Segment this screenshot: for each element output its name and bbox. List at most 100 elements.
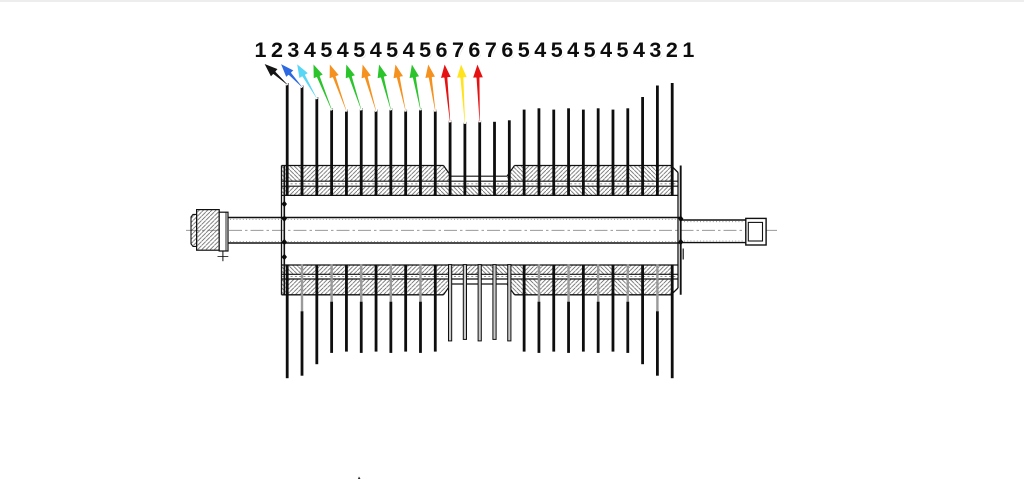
bottom-pin [656, 311, 659, 376]
pin-number-shadow: 5 [388, 39, 400, 63]
endplate-bolt [678, 238, 684, 246]
top-outer-band-segment [287, 165, 303, 182]
pin-number-shadow: 5 [618, 39, 630, 63]
bottom-pin-hollow [477, 264, 482, 342]
top-inner-band-segment [553, 186, 569, 196]
bottom-outer-band-segment [405, 279, 421, 295]
top-pin [522, 109, 526, 196]
bottom-outer-band-segment [331, 279, 347, 295]
bottom-inner-band-segment [509, 265, 525, 275]
bottom-inner-band-segment [583, 265, 599, 275]
pin-number-shadow: 4 [371, 39, 383, 63]
pin-number-shadow: 7 [486, 39, 498, 63]
top-pin [433, 109, 437, 196]
top-pin [493, 121, 496, 196]
pin-number-shadow: 6 [437, 39, 449, 63]
top-pin [581, 109, 585, 196]
top-outer-band-segment [376, 165, 391, 182]
bottom-inner-band-segment [524, 265, 539, 275]
bottom-pin [581, 264, 585, 352]
pin-number-label: 5 [551, 38, 563, 62]
pin-number-shadow: 6 [470, 39, 482, 63]
flange-bolt [281, 215, 287, 222]
top-pin [611, 109, 615, 196]
bottom-pin [389, 301, 393, 353]
shaft-assembly [190, 165, 767, 295]
bottom-outer-band-segment [568, 279, 584, 295]
bottom-inner-band-segment [302, 265, 317, 275]
bottom-pin [626, 301, 630, 353]
pin-number-shadow: 4 [536, 39, 548, 63]
pin-number-shadow: 4 [305, 39, 317, 63]
bottom-outer-band-segment [583, 279, 599, 295]
bottom-pin [285, 264, 289, 379]
pin-number-label: 4 [567, 38, 579, 62]
top-inner-band-segment [583, 186, 599, 196]
pin-number-shadow: 5 [420, 39, 432, 63]
top-outer-band-segment [420, 165, 436, 182]
pin-number-shadow: 7 [453, 39, 465, 63]
top-outer-band-segment [568, 165, 584, 182]
pin-number-shadow: 4 [338, 39, 350, 63]
top-pin [537, 108, 541, 196]
bottom-outer-band-segment [657, 279, 673, 295]
arrow-orange-to-5 [360, 62, 378, 112]
pin-number-label: 1 [682, 38, 694, 62]
bottom-inner-band-segment [376, 265, 391, 275]
top-pin [285, 83, 289, 196]
top-inner-band-segment [657, 186, 673, 196]
bottom-inner-band-segment [568, 265, 584, 275]
top-pin [300, 85, 304, 196]
top-outer-band-segment [390, 165, 406, 182]
pin-number-label: 5 [584, 38, 596, 62]
flange-bolt [281, 253, 287, 261]
top-pin [567, 108, 570, 196]
top-outer-band-segment [612, 165, 628, 182]
bottom-inner-band-segment [553, 265, 569, 275]
bottom-outer-band-segment [361, 279, 377, 295]
bottom-pin [641, 264, 644, 365]
bottom-outer-band-segment [612, 279, 628, 295]
top-inner-band-segment [464, 186, 480, 196]
arrow-green-to-4 [312, 62, 333, 111]
pin-number-shadow: 4 [634, 39, 646, 63]
bottom-outer-band-segment [390, 279, 406, 295]
bottom-outer-band-segment [509, 279, 525, 295]
pin-number-shadow: 5 [552, 39, 564, 63]
pin-number-shadow: 5 [322, 39, 334, 63]
endplate-bolt [678, 215, 684, 223]
arrow-green-to-4 [376, 62, 393, 111]
top-pin [345, 109, 348, 196]
top-pin [419, 108, 422, 196]
arrow-yellow-to-7 [455, 62, 469, 124]
bottom-pin [567, 301, 570, 353]
bottom-pin-gray-segment [419, 264, 422, 302]
pin-number-shadow: 2 [272, 39, 284, 63]
arrow-orange-to-5 [424, 62, 437, 112]
top-outer-band-segment [538, 165, 554, 182]
pin-number-label: 1 [255, 38, 267, 62]
bottom-inner-band-segment [420, 265, 436, 275]
pin-number-label: 6 [436, 38, 448, 62]
bottom-outer-band-segment [553, 279, 569, 295]
top-inner-band-segment [627, 186, 643, 196]
bottom-pin [522, 264, 526, 352]
top-inner-band-segment [509, 186, 525, 196]
top-pin [552, 109, 556, 196]
bottom-pin-hollow [462, 264, 467, 340]
pin-number-shadow: 5 [355, 39, 367, 63]
top-pin [596, 108, 600, 196]
bottom-inner-band-segment [642, 265, 658, 275]
bottom-pin-gray-segment [567, 264, 570, 302]
arrow-green-to-4 [408, 62, 422, 111]
arrow-orange-to-5 [328, 62, 348, 112]
top-outer-band-segment [316, 165, 332, 182]
arrow-green-to-4 [344, 62, 363, 111]
pin-number-label: 2 [271, 38, 283, 62]
top-pin [670, 83, 674, 196]
top-outer-band-segment [642, 165, 658, 182]
bottom-pin-gray-segment [596, 264, 600, 302]
top-pin [448, 120, 452, 196]
top-inner-band-segment [435, 186, 451, 196]
pin-number-label: 5 [320, 38, 332, 62]
